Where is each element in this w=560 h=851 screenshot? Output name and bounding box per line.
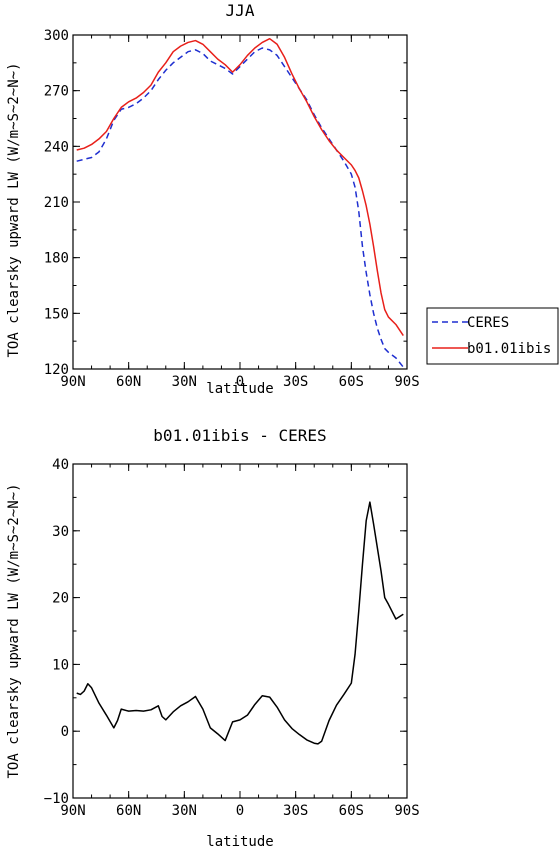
legend: CERES b01.01ibis: [426, 307, 559, 365]
bottom-y-axis-label: TOA clearsky upward LW (W/m~S~2~N~): [6, 483, 22, 778]
legend-label-model: b01.01ibis: [467, 341, 551, 357]
bottom-x-tick-label: 90N: [60, 803, 85, 819]
top-y-tick-label: 180: [44, 251, 69, 267]
bottom-y-tick-label: −10: [44, 791, 69, 807]
top-x-axis-label: latitude: [206, 381, 273, 397]
top-x-tick-label: 60S: [339, 374, 364, 390]
top-chart-title: JJA: [226, 1, 255, 20]
top-x-tick-label: 30S: [283, 374, 308, 390]
bottom-series-line-difference: [76, 501, 404, 745]
bottom-x-tick-label: 30N: [172, 803, 197, 819]
top-series-group: [76, 37, 404, 368]
top-y-tick-label: 240: [44, 139, 69, 155]
bottom-y-tick-label: 10: [52, 657, 69, 673]
top-x-tick-label: 90N: [60, 374, 85, 390]
top-y-tick-label: 270: [44, 84, 69, 100]
bottom-x-tick-label: 60N: [116, 803, 141, 819]
bottom-y-axis: −10 0 10 20 30 40: [44, 457, 407, 807]
top-y-tick-label: 150: [44, 306, 69, 322]
bottom-series-group: [76, 501, 404, 745]
top-series-line-ceres: [76, 47, 404, 368]
bottom-x-tick-label: 60S: [339, 803, 364, 819]
top-x-tick-label: 0: [236, 374, 244, 390]
top-y-axis-label: TOA clearsky upward LW (W/m~S~2~N~): [6, 62, 22, 357]
top-y-tick-label: 120: [44, 362, 69, 378]
top-x-tick-label: 60N: [116, 374, 141, 390]
top-series-line-b01-01ibis: [76, 37, 404, 337]
bottom-y-tick-label: 30: [52, 524, 69, 540]
top-x-axis: 90N 60N 30N 0 30S 60S 90S: [60, 35, 420, 390]
bottom-y-tick-label: 20: [52, 591, 69, 607]
top-x-tick-label: 30N: [172, 374, 197, 390]
top-y-tick-label: 300: [44, 28, 69, 44]
top-y-tick-label: 210: [44, 195, 69, 211]
top-x-tick-label: 90S: [394, 374, 419, 390]
top-y-axis: 120 150 180 210 240 270 300: [44, 28, 407, 378]
bottom-panel: b01.01ibis - CERES 90N 60N 30N 0 30S 60S 90S −…: [6, 426, 420, 850]
bottom-x-axis-label: latitude: [206, 834, 273, 850]
bottom-x-tick-label: 90S: [394, 803, 419, 819]
bottom-chart-title: b01.01ibis - CERES: [153, 426, 326, 445]
bottom-x-tick-label: 30S: [283, 803, 308, 819]
bottom-y-tick-label: 0: [61, 724, 69, 740]
bottom-y-tick-label: 40: [52, 457, 69, 473]
legend-box: [426, 307, 559, 365]
top-panel: JJA 90N 60N 30N 0 30S 60S 90S 120 150 180 210 240 2…: [6, 1, 559, 397]
bottom-x-tick-label: 0: [236, 803, 244, 819]
legend-label-ceres: CERES: [467, 315, 509, 331]
bottom-x-axis: 90N 60N 30N 0 30S 60S 90S: [60, 464, 420, 819]
